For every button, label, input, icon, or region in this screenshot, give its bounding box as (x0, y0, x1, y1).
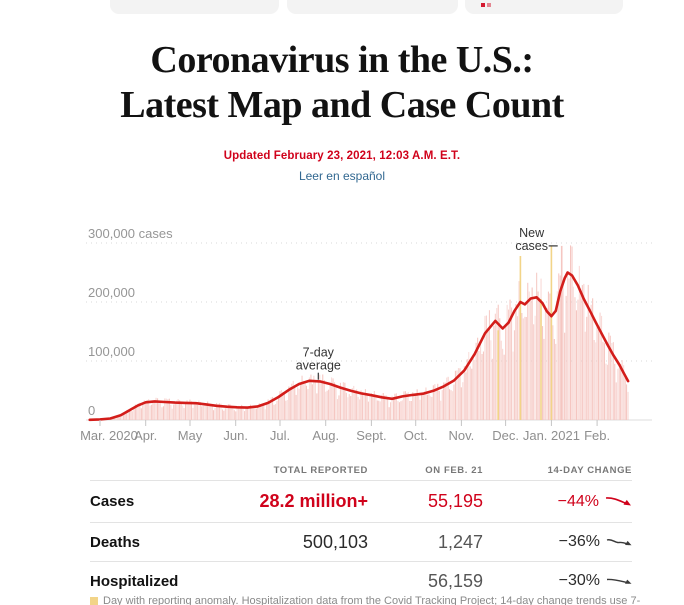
svg-text:Sept.: Sept. (356, 428, 386, 443)
page-title-line-1: Coronavirus in the U.S.: (150, 39, 534, 81)
svg-text:May: May (178, 428, 203, 443)
anomaly-marker-icon (90, 597, 98, 605)
svg-text:Nov.: Nov. (449, 428, 475, 443)
trend-down-arrow-icon (606, 578, 632, 584)
svg-text:200,000: 200,000 (88, 285, 135, 300)
svg-text:Aug.: Aug. (312, 428, 339, 443)
table-header-row: TOTAL REPORTED ON FEB. 21 14-DAY CHANGE (90, 456, 632, 480)
svg-text:7-day: 7-day (303, 346, 335, 360)
update-timestamp: Updated February 23, 2021, 12:03 A.M. E.… (223, 150, 461, 162)
change-value: −44% (557, 492, 599, 510)
promo-card-2[interactable] (287, 0, 458, 14)
chart-footnote: Day with reporting anomaly. Hospitalizat… (90, 595, 650, 605)
total-reported-value: 500,103 (302, 531, 368, 552)
svg-text:Dec.: Dec. (492, 428, 519, 443)
daily-value: 56,159 (427, 570, 483, 591)
total-reported-value: 28.2 million+ (259, 491, 368, 511)
column-header-14-day-change: 14-DAY CHANGE (547, 465, 632, 476)
svg-text:cases: cases (515, 239, 548, 253)
card-map-red-icon (481, 3, 491, 7)
svg-text:Mar. 2020: Mar. 2020 (80, 428, 138, 443)
page-title-line-2: Latest Map and Case Count (120, 84, 564, 126)
column-header-on-date: ON FEB. 21 (425, 465, 483, 476)
trend-down-arrow-icon (605, 497, 631, 506)
row-label: Cases (90, 493, 135, 510)
svg-text:Oct.: Oct. (404, 428, 428, 443)
column-header-total-reported: TOTAL REPORTED (273, 465, 368, 476)
language-link[interactable]: Leer en español (298, 169, 386, 183)
table-row-deaths: Deaths 500,103 1,247 −36% (90, 522, 632, 561)
trend-down-arrow-icon (606, 538, 632, 546)
new-cases-chart: 300,000 cases 200,000 100,000 0 Mar. 2020Apr… (80, 226, 652, 443)
svg-text:Jun.: Jun. (223, 428, 248, 443)
svg-text:Jan. 2021: Jan. 2021 (523, 428, 580, 443)
svg-text:300,000 cases: 300,000 cases (88, 226, 173, 241)
page-title: Coronavirus in the U.S.: Latest Map and C… (0, 38, 684, 128)
table-row-cases: Cases 28.2 million+ 55,195 −44% (90, 480, 632, 522)
summary-table: TOTAL REPORTED ON FEB. 21 14-DAY CHANGE … (90, 456, 632, 600)
svg-text:New: New (519, 226, 545, 240)
svg-text:0: 0 (88, 403, 95, 418)
row-label: Hospitalized (90, 572, 179, 590)
table-row-hospitalized: Hospitalized 56,159 −30% (90, 561, 632, 600)
svg-text:Jul.: Jul. (270, 428, 290, 443)
svg-text:Feb.: Feb. (584, 428, 610, 443)
daily-value: 55,195 (427, 491, 483, 511)
change-value: −36% (558, 533, 600, 550)
promo-card-3[interactable] (465, 0, 623, 14)
promo-card-1[interactable] (110, 0, 279, 14)
footnote-text: Day with reporting anomaly. Hospitalizat… (103, 595, 641, 605)
daily-value: 1,247 (437, 531, 483, 552)
svg-text:average: average (296, 359, 341, 373)
svg-text:100,000: 100,000 (88, 344, 135, 359)
row-label: Deaths (90, 533, 141, 551)
svg-text:Apr.: Apr. (134, 428, 157, 443)
change-value: −30% (558, 572, 600, 589)
